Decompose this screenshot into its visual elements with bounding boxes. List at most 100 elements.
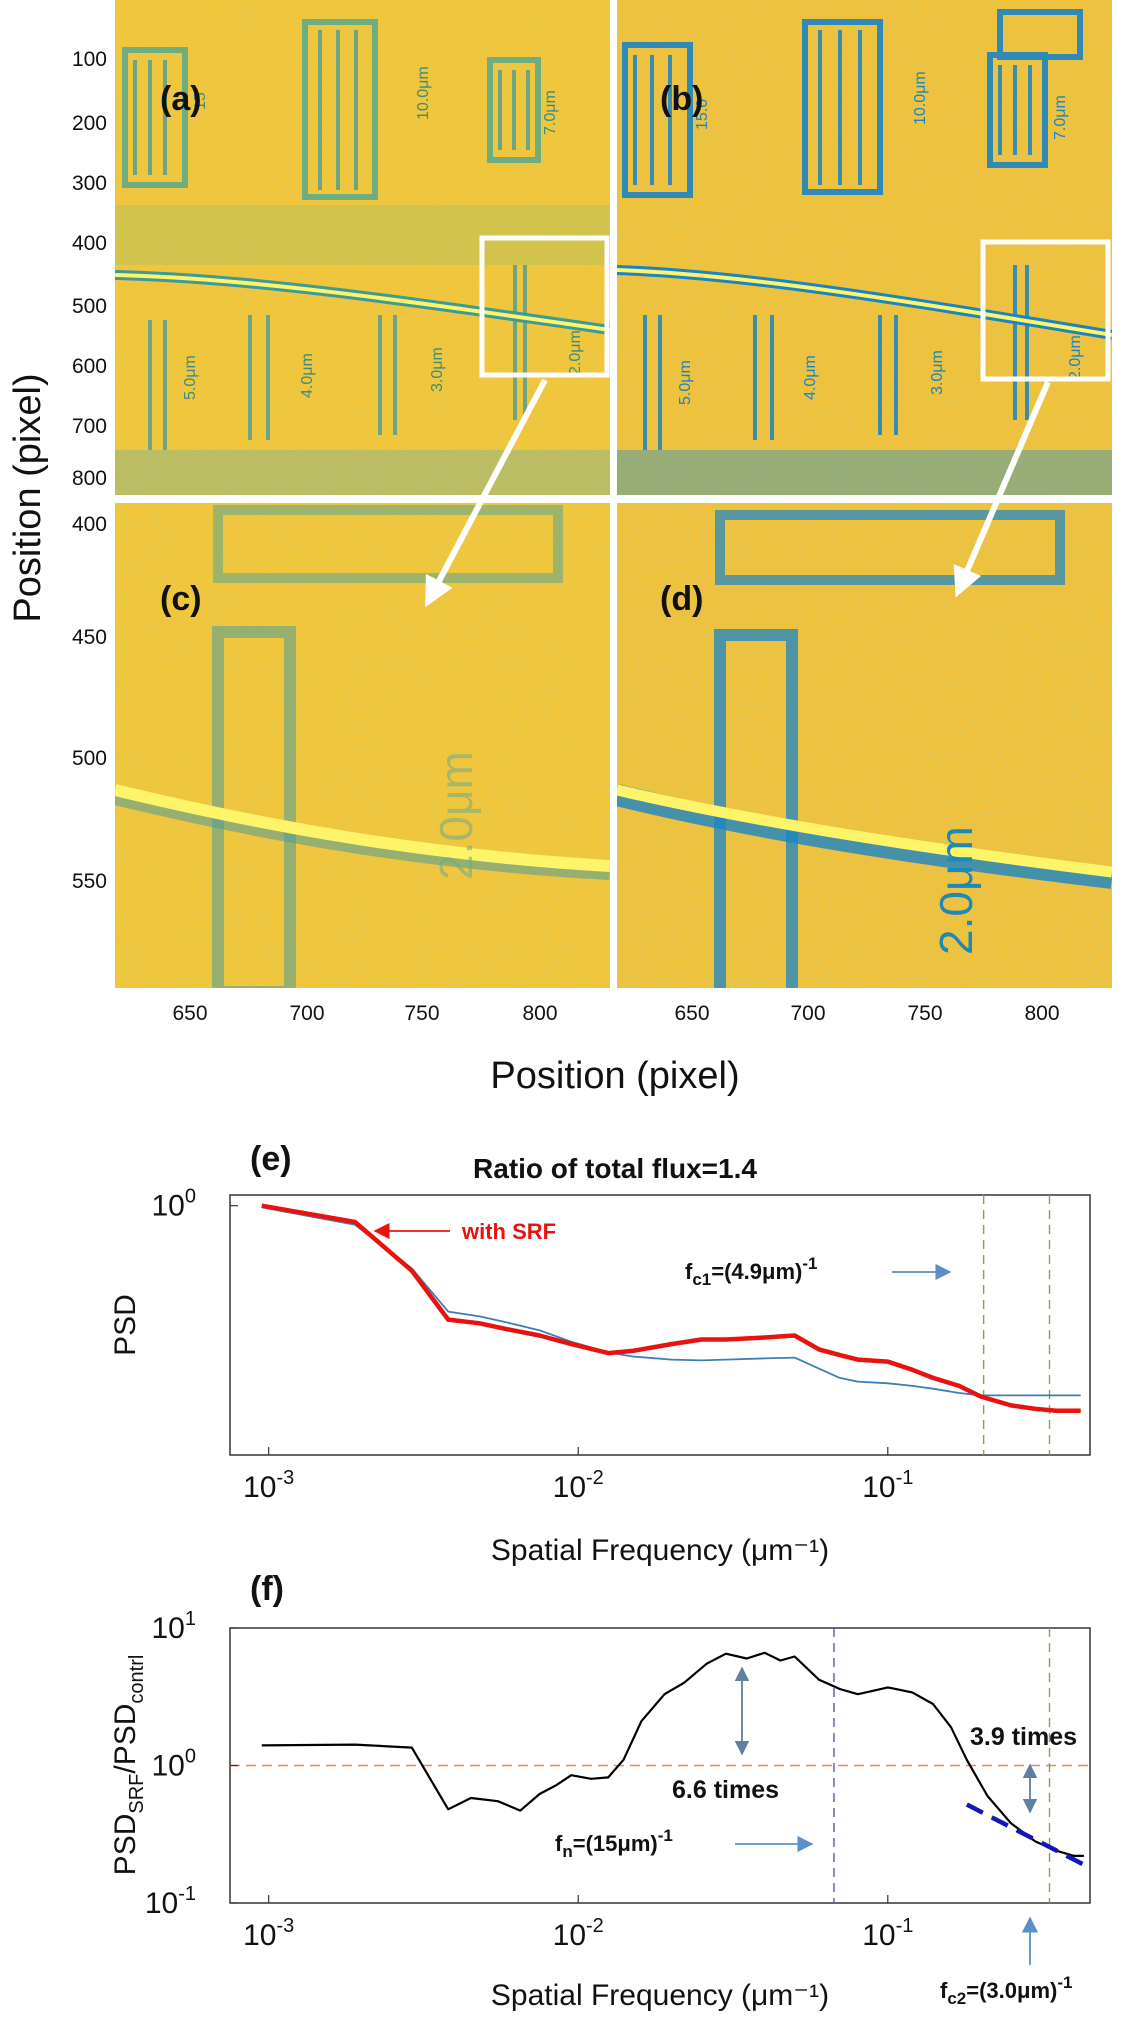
- ylabel-f-sub2: contrl: [126, 1655, 148, 1704]
- panel-label-c: (c): [160, 580, 202, 618]
- image-panel-a: 10.0μm 7.0μm 15 5.0μm 4.0μm 3.0μm 2.0μm: [115, 0, 610, 495]
- zoom-box-b: [980, 239, 1111, 382]
- feature-label-b-7um: 7.0μm: [1052, 95, 1069, 140]
- images-xlabel: Position (pixel): [490, 1055, 739, 1097]
- xtick-d-750: 750: [907, 1002, 942, 1025]
- fc2-sub: c2: [947, 1989, 966, 2008]
- ytick-a-400: 400: [72, 232, 107, 255]
- image-yticks-a: 100 200 300 400 500 600 700 800: [72, 48, 107, 490]
- ytick-a-500: 500: [72, 295, 107, 318]
- feature-label-a-10um: 10.0μm: [415, 66, 432, 120]
- fc2-prefix: f: [940, 1978, 948, 2003]
- ytick-mantissa: 10: [145, 1887, 178, 1920]
- fn-prefix: f: [555, 1831, 563, 1856]
- panel-label-a: (a): [160, 80, 202, 118]
- feature-label-c: 2.0μm: [430, 751, 482, 880]
- chart-e-plot-area: [229, 1194, 1091, 1456]
- ytick-a-300: 300: [72, 172, 107, 195]
- ytick-exponent: 0: [185, 1186, 196, 1208]
- xtick-exponent: -1: [896, 1467, 914, 1489]
- xtick-label: 10-2: [553, 1467, 604, 1504]
- feature-label-b-10um: 10.0μm: [912, 71, 929, 125]
- fit-line: [965, 1802, 1085, 1867]
- xtick-exponent: -3: [276, 1467, 294, 1489]
- zoom-arrow-a-to-c: [425, 378, 548, 608]
- ytick-c-400: 400: [72, 513, 107, 536]
- chart-e-xlabel: Spatial Frequency (μm⁻¹): [491, 1534, 829, 1567]
- fc2-value: =(3.0μm): [966, 1978, 1057, 2003]
- xtick-c-750: 750: [404, 1002, 439, 1025]
- xtick-label: 10-3: [243, 1915, 294, 1952]
- ytick-mantissa: 10: [152, 1190, 185, 1223]
- fc1-sub: c1: [692, 1270, 711, 1289]
- feature-label-a-3um: 3.0μm: [429, 347, 446, 392]
- xtick-mantissa: 10: [862, 1919, 895, 1952]
- xtick-label: 10-3: [243, 1467, 294, 1504]
- feature-label-a-5um: 5.0μm: [182, 355, 199, 400]
- ytick-exponent: 1: [185, 1608, 196, 1630]
- xtick-exponent: -2: [586, 1467, 604, 1489]
- image-xticks-d: 650 700 750 800: [674, 1002, 1059, 1025]
- ytick-mantissa: 10: [152, 1612, 185, 1645]
- xtick-label: 10-1: [862, 1467, 913, 1504]
- feature-label-b-3um: 3.0μm: [929, 350, 946, 395]
- image-panel-b: 15.0 10.0μm 7.0μm 5.0μm 4.0μm 3.0μm 2.0μ…: [617, 0, 1112, 495]
- fn-label: fn=(15μm)-1: [555, 1826, 673, 1861]
- panel-label-f: (f): [250, 1570, 284, 1608]
- xtick-c-650: 650: [172, 1002, 207, 1025]
- xtick-mantissa: 10: [243, 1919, 276, 1952]
- ytick-mantissa: 10: [152, 1750, 185, 1783]
- feature-label-b-2um: 2.0μm: [1067, 335, 1084, 380]
- image-panel-c: 2.0μm: [115, 503, 610, 988]
- feature-label-b-5um: 5.0μm: [677, 360, 694, 405]
- feature-label-b-4um: 4.0μm: [802, 355, 819, 400]
- fc1-prefix: f: [685, 1259, 693, 1284]
- with-srf-label: with SRF: [461, 1219, 556, 1244]
- chart-e-title: Ratio of total flux=1.4: [473, 1153, 757, 1184]
- feature-label-a-7um: 7.0μm: [542, 90, 559, 135]
- xtick-exponent: -1: [896, 1915, 914, 1937]
- chart-f-xlabel: Spatial Frequency (μm⁻¹): [491, 1979, 829, 2012]
- xtick-mantissa: 10: [862, 1471, 895, 1504]
- ytick-c-550: 550: [72, 870, 107, 893]
- ytick-a-200: 200: [72, 112, 107, 135]
- xtick-exponent: -3: [276, 1915, 294, 1937]
- ytick-label: 100: [152, 1746, 197, 1783]
- ylabel-f-sub1: SRF: [126, 1774, 148, 1814]
- ytick-label: 101: [152, 1608, 197, 1645]
- xtick-mantissa: 10: [553, 1919, 586, 1952]
- zoom-box-a: [479, 235, 610, 378]
- fc2-label: fc2=(3.0μm)-1: [940, 1973, 1072, 2008]
- xtick-d-650: 650: [674, 1002, 709, 1025]
- ytick-label: 100: [152, 1186, 197, 1223]
- ytick-c-500: 500: [72, 747, 107, 770]
- feature-label-a-15: 15: [192, 92, 209, 110]
- xtick-d-700: 700: [790, 1002, 825, 1025]
- ytick-c-450: 450: [72, 626, 107, 649]
- panel-label-d: (d): [660, 580, 703, 618]
- ytick-exponent: 0: [185, 1746, 196, 1768]
- ytick-label: 10-1: [145, 1883, 196, 1920]
- feature-label-d: 2.0μm: [930, 826, 982, 955]
- ytick-a-100: 100: [72, 48, 107, 71]
- fc1-sup: -1: [802, 1254, 817, 1273]
- panel-label-e: (e): [250, 1140, 292, 1178]
- panel-label-b: (b): [660, 80, 703, 118]
- ratio-tail-label: 3.9 times: [970, 1723, 1077, 1751]
- xtick-exponent: -2: [586, 1915, 604, 1937]
- xtick-d-800: 800: [1024, 1002, 1059, 1025]
- ytick-exponent: -1: [178, 1883, 196, 1905]
- images-ylabel: Position (pixel): [7, 373, 49, 622]
- xtick-mantissa: 10: [243, 1471, 276, 1504]
- ytick-a-700: 700: [72, 415, 107, 438]
- ylabel-f-slash: /PSD: [109, 1704, 142, 1774]
- image-xticks-c: 650 700 750 800: [172, 1002, 557, 1025]
- feature-label-a-4um: 4.0μm: [299, 353, 316, 398]
- zoom-arrow-b-to-d: [953, 380, 1051, 598]
- chart-e: (e) Ratio of total flux=1.4 10-3 10-2 10-1…: [109, 1140, 1091, 1567]
- fc2-sup: -1: [1057, 1973, 1072, 1992]
- series-with-srf: [261, 1203, 1081, 1414]
- xtick-mantissa: 10: [553, 1471, 586, 1504]
- feature-label-b-15: 15.0: [694, 99, 711, 130]
- feature-label-a-2um: 2.0μm: [567, 330, 584, 375]
